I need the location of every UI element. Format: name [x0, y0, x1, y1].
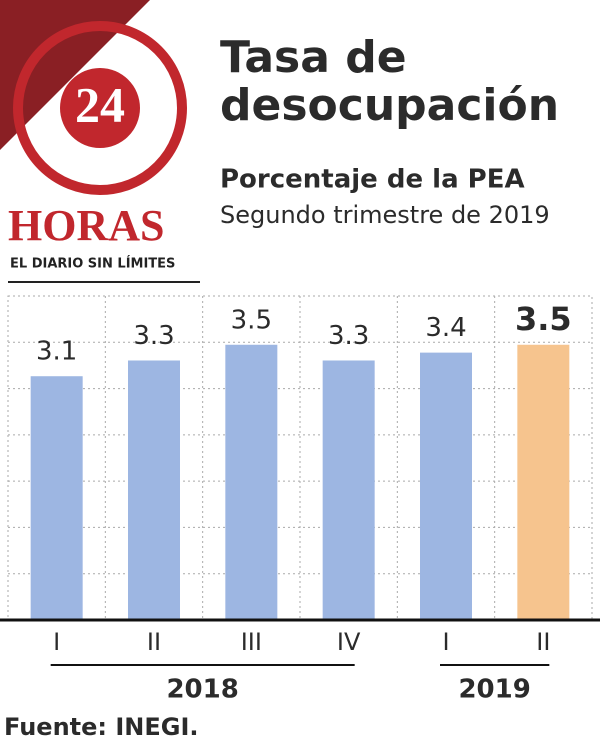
bar [322, 360, 375, 620]
bar [420, 352, 472, 620]
x-tick-label: I [442, 628, 449, 656]
bar [517, 344, 570, 620]
x-tick-label: IV [337, 628, 361, 656]
logo-number: 24 [75, 76, 125, 132]
logo-corner [0, 0, 150, 150]
x-tick-label: I [53, 628, 60, 656]
value-label: 3.5 [231, 305, 272, 335]
source: Fuente: INEGI. [4, 713, 199, 741]
logo-disc [60, 68, 140, 148]
value-label: 3.1 [36, 337, 77, 367]
bar [225, 344, 278, 620]
group-label: 2019 [458, 675, 530, 705]
value-label: 3.5 [515, 300, 572, 338]
bar [128, 360, 180, 620]
bar [30, 376, 83, 620]
x-tick-label: II [536, 628, 550, 656]
subtitle: Porcentaje de la PEA [220, 165, 525, 195]
value-label: 3.3 [328, 321, 369, 351]
chart-title: Tasa de desocupación [220, 32, 560, 131]
x-tick-label: II [147, 628, 161, 656]
value-label: 3.3 [133, 321, 174, 351]
logo-tagline: EL DIARIO SIN LÍMITES [10, 256, 175, 272]
logo-name: HORAS [8, 201, 164, 250]
subtitle2: Segundo trimestre de 2019 [220, 201, 550, 229]
logo-ring [13, 21, 187, 195]
value-label: 3.4 [425, 313, 466, 343]
group-label: 2018 [166, 675, 238, 705]
x-tick-label: III [241, 628, 262, 656]
